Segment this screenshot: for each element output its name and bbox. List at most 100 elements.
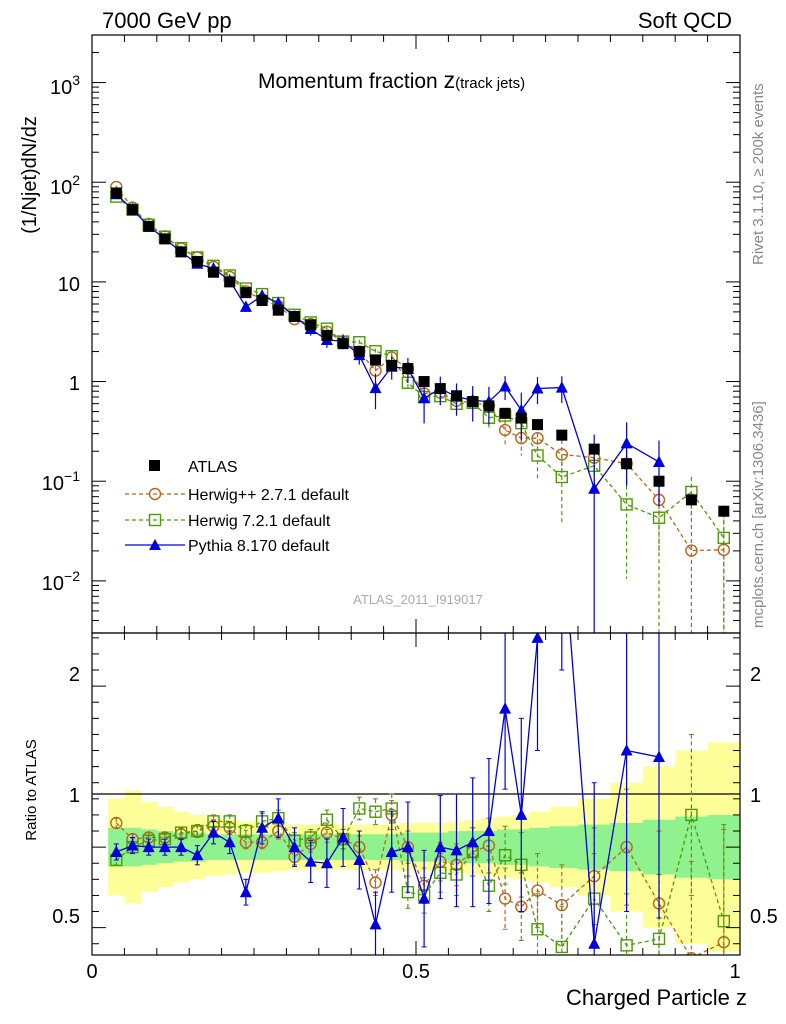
atlas-point-6 xyxy=(208,266,219,278)
atlas-point-32 xyxy=(718,505,730,517)
herwig7-main-point-27 xyxy=(555,470,568,484)
atlas-point-10 xyxy=(272,304,284,316)
ratio-panel-series xyxy=(110,633,730,955)
herwig7-ratio-point-15 xyxy=(353,802,366,815)
rivet-label: Rivet 3.1.10, ≥ 200k events xyxy=(750,83,767,265)
atlas-point-2 xyxy=(143,220,155,232)
axis-ticks xyxy=(91,34,741,955)
pythia-ratio-point-17 xyxy=(385,845,398,857)
ratio-tick-1-left: 1 xyxy=(69,785,80,807)
pythia-main-point-16 xyxy=(369,381,382,394)
legend-marker-atlas xyxy=(149,460,160,471)
x-tick-label-1: 1 xyxy=(729,961,740,983)
herwigpp-ratio-point-31 xyxy=(686,952,697,955)
herwig7-ratio-point-32 xyxy=(717,914,730,928)
herwig7-ratio-point-30 xyxy=(652,932,666,946)
pythia-ratio-point-19 xyxy=(418,892,431,904)
legend-marker-herwig7 xyxy=(148,513,162,527)
x-axis-label: Charged Particle z xyxy=(566,985,747,1010)
atlas-point-26 xyxy=(532,419,543,431)
atlas-point-1 xyxy=(127,204,138,216)
x-tick-labels: 0 0.5 1 xyxy=(86,961,740,983)
ratio-tick-labels: 0.5 1 2 0.5 1 2 xyxy=(52,664,778,928)
pythia-ratio-point-14 xyxy=(337,830,350,843)
herwig7-ratio-point-24 xyxy=(498,848,512,862)
atlas-point-23 xyxy=(483,400,495,412)
herwig7-ratio-point-27 xyxy=(555,940,568,954)
band-inner-16 xyxy=(367,834,385,861)
pythia-main-point-28 xyxy=(588,482,601,494)
herwig7-ratio-point-31 xyxy=(685,808,698,822)
herwig7-ratio-point-5 xyxy=(191,824,204,838)
band-inner-26 xyxy=(529,827,551,867)
atlas-point-0 xyxy=(110,187,122,199)
atlas-point-13 xyxy=(321,329,333,341)
band-inner-19 xyxy=(416,832,433,862)
pythia-ratio-point-7 xyxy=(223,835,236,848)
pythia-ratio-point-24 xyxy=(499,702,512,714)
y-tick-label-1e3: 103 xyxy=(50,72,80,99)
herwig7-ratio-point-29 xyxy=(620,939,633,952)
pythia-ratio-point-1 xyxy=(126,839,139,851)
herwig7-ratio-point-4 xyxy=(174,826,188,839)
atlas-point-19 xyxy=(418,376,430,388)
herwigpp-main-point-26 xyxy=(531,432,544,445)
band-inner-24 xyxy=(497,829,514,865)
pythia-ratio-point-9 xyxy=(256,821,269,833)
atlas-point-20 xyxy=(434,383,446,395)
pythia-ratio-point-16 xyxy=(369,917,382,930)
atlas-point-3 xyxy=(159,233,171,245)
pythia-main-point-27 xyxy=(555,381,568,393)
pythia-main-point-19 xyxy=(418,391,431,404)
atlas-point-18 xyxy=(402,363,414,375)
band-inner-27 xyxy=(549,826,579,869)
x-tick-label-0: 0 xyxy=(86,961,97,983)
herwig7-ratio-point-7 xyxy=(223,815,236,828)
x-tick-label-0.5: 0.5 xyxy=(402,961,430,983)
y-axis-label: (1/Njet)dN/dz xyxy=(19,116,41,234)
herwigpp-ratio-point-16 xyxy=(369,876,382,889)
chart-title: Momentum fraction z(track jets) xyxy=(258,67,525,93)
legend-label-atlas: ATLAS xyxy=(188,459,238,476)
atlas-point-15 xyxy=(353,346,365,358)
pythia-ratio-point-23 xyxy=(482,824,495,837)
legend-label-herwigpp: Herwig++ 2.7.1 default xyxy=(188,487,350,504)
pythia-ratio-point-0 xyxy=(110,845,123,857)
header-category: Soft QCD xyxy=(638,8,732,33)
atlas-point-9 xyxy=(256,295,268,307)
pythia-ratio-point-20 xyxy=(434,840,447,853)
herwigpp-main-point-27 xyxy=(555,448,568,461)
legend-marker-pythia xyxy=(149,539,161,550)
atlas-point-11 xyxy=(289,310,300,322)
ratio-tick-2-right: 2 xyxy=(750,664,761,686)
atlas-point-7 xyxy=(224,276,236,288)
ratio-axis-label: Ratio to ATLAS xyxy=(23,739,40,840)
herwigpp-ratio-point-0 xyxy=(110,816,123,830)
pythia-ratio-point-11 xyxy=(288,840,301,853)
atlas-point-17 xyxy=(386,359,398,371)
pythia-ratio-point-15 xyxy=(353,853,366,866)
pythia-ratio-point-6 xyxy=(207,826,220,838)
pythia-ratio-point-8 xyxy=(239,885,252,898)
analysis-watermark: ATLAS_2011_I919017 xyxy=(353,592,483,607)
atlas-point-29 xyxy=(621,458,633,470)
y-tick-label-10: 10 xyxy=(58,274,80,296)
atlas-point-5 xyxy=(191,256,203,268)
pythia-ratio-point-5 xyxy=(191,848,204,861)
pythia-ratio-point-26 xyxy=(531,633,544,643)
pythia-ratio-point-18 xyxy=(401,840,414,853)
pythia-ratio-point-30 xyxy=(653,750,665,762)
atlas-point-12 xyxy=(305,319,317,331)
pythia-main-point-26 xyxy=(531,382,544,394)
legend: ATLAS Herwig++ 2.7.1 default Herwig 7.2.… xyxy=(125,459,350,555)
legend-label-pythia: Pythia 8.170 default xyxy=(188,538,330,555)
atlas-point-31 xyxy=(685,494,697,506)
y-tick-label-1e-1: 10−1 xyxy=(42,468,80,495)
pythia-ratio-point-29 xyxy=(620,744,633,756)
atlas-point-16 xyxy=(370,354,381,366)
legend-marker-herwigpp xyxy=(148,487,162,501)
herwig7-ratio-point-26 xyxy=(531,923,544,936)
ratio-tick-2-left: 2 xyxy=(69,664,80,686)
herwigpp-ratio-point-24 xyxy=(498,892,512,905)
